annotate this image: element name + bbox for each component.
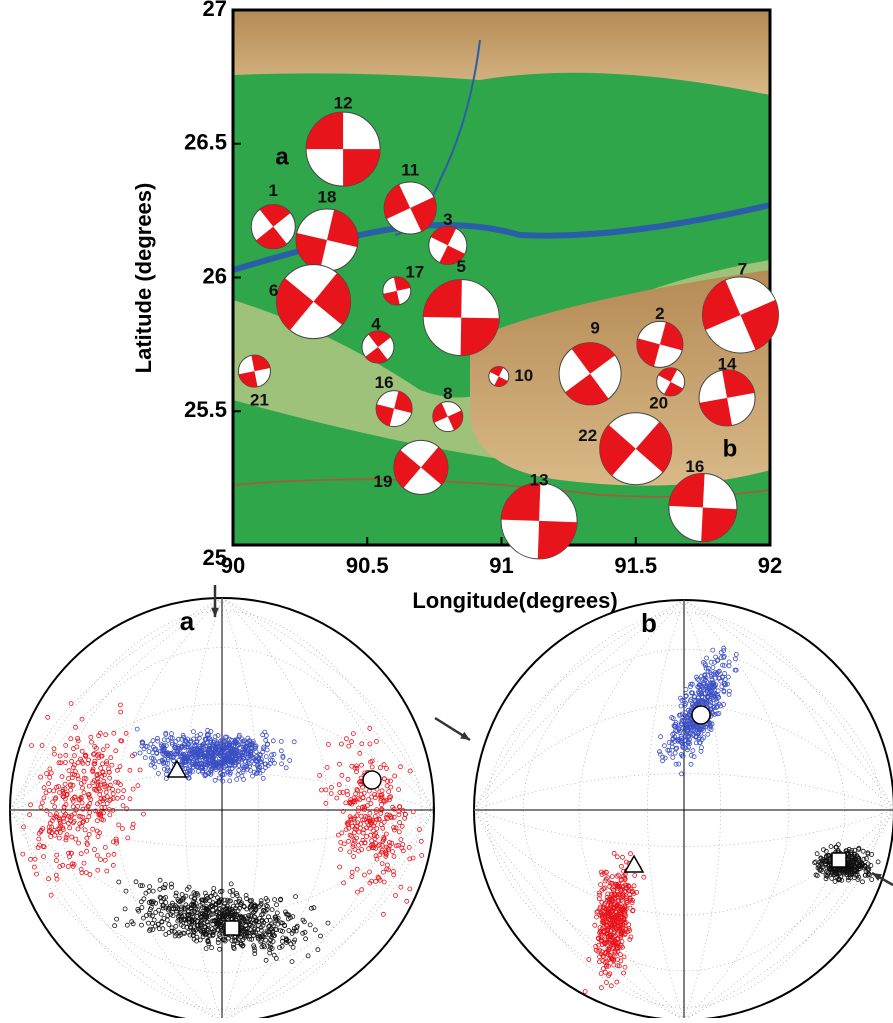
- axis-symbol: [363, 771, 381, 789]
- focal-mechanism: [423, 280, 499, 356]
- stereonets: ab: [10, 585, 893, 1018]
- focal-mechanism: [394, 440, 448, 494]
- y-tick-label: 27: [203, 0, 227, 21]
- region-label: a: [275, 143, 289, 170]
- event-label: 17: [405, 262, 424, 281]
- focal-mechanism: [637, 321, 683, 367]
- event-label: 9: [590, 318, 599, 337]
- y-tick-label: 25: [203, 545, 227, 570]
- focal-mechanism: [699, 370, 755, 426]
- focal-mechanism: [251, 205, 295, 249]
- event-label: 19: [373, 472, 392, 491]
- y-axis-label: Latitude (degrees): [131, 183, 156, 374]
- stereonet: b: [474, 600, 893, 1018]
- y-tick-label: 26: [203, 263, 227, 288]
- event-label: 1: [269, 181, 278, 200]
- axis-symbol: [692, 706, 710, 724]
- focal-mechanism: [489, 366, 509, 386]
- focal-mechanism: [384, 182, 436, 234]
- event-label: 14: [718, 354, 737, 373]
- focal-mechanism: [501, 483, 577, 559]
- x-tick-label: 90.5: [346, 553, 389, 578]
- beachball-compression: [538, 521, 577, 559]
- event-label: 12: [334, 94, 353, 113]
- event-label: 7: [738, 259, 747, 278]
- y-tick-label: 25.5: [184, 397, 227, 422]
- event-label: 22: [578, 426, 597, 445]
- focal-mechanism: [657, 368, 685, 396]
- focal-mechanism: [296, 209, 358, 271]
- focal-mechanism: [702, 277, 778, 353]
- event-label: 10: [514, 366, 533, 385]
- axis-symbol: [832, 853, 846, 867]
- event-label: 21: [250, 391, 269, 410]
- event-label: 13: [530, 470, 549, 489]
- event-label: 8: [443, 384, 452, 403]
- event-label: 3: [443, 210, 452, 229]
- focal-mechanism: [600, 413, 672, 485]
- focal-mechanism: [277, 265, 351, 339]
- event-label: 4: [371, 315, 381, 334]
- focal-mechanism: [376, 391, 412, 427]
- event-label: 6: [269, 281, 278, 300]
- event-label: 16: [375, 373, 394, 392]
- axis-symbol: [225, 921, 239, 935]
- event-label: 2: [655, 304, 664, 323]
- region-label: b: [723, 435, 738, 462]
- focal-mechanism: [238, 355, 270, 387]
- event-label: 18: [318, 188, 337, 207]
- event-label: 5: [456, 257, 465, 276]
- figure: Longitude(degrees) Latitude (degrees) 90…: [0, 0, 893, 1018]
- event-label: 16: [685, 457, 704, 476]
- stereonet: a: [10, 598, 434, 1018]
- focal-mechanism: [669, 474, 737, 542]
- stereonet-label: b: [641, 608, 657, 638]
- stereonet-label: a: [180, 606, 195, 636]
- x-tick-label: 91: [489, 553, 513, 578]
- event-label: 20: [649, 393, 668, 412]
- x-tick-label: 92: [758, 553, 782, 578]
- focal-mechanism: [559, 343, 621, 405]
- event-label: 11: [401, 160, 419, 179]
- y-tick-label: 26.5: [184, 130, 227, 155]
- focal-mechanism: [306, 112, 380, 186]
- x-axis-label: Longitude(degrees): [412, 588, 617, 613]
- x-tick-label: 91.5: [614, 553, 657, 578]
- focal-mechanism: [433, 402, 463, 432]
- focal-mechanism: [362, 331, 394, 363]
